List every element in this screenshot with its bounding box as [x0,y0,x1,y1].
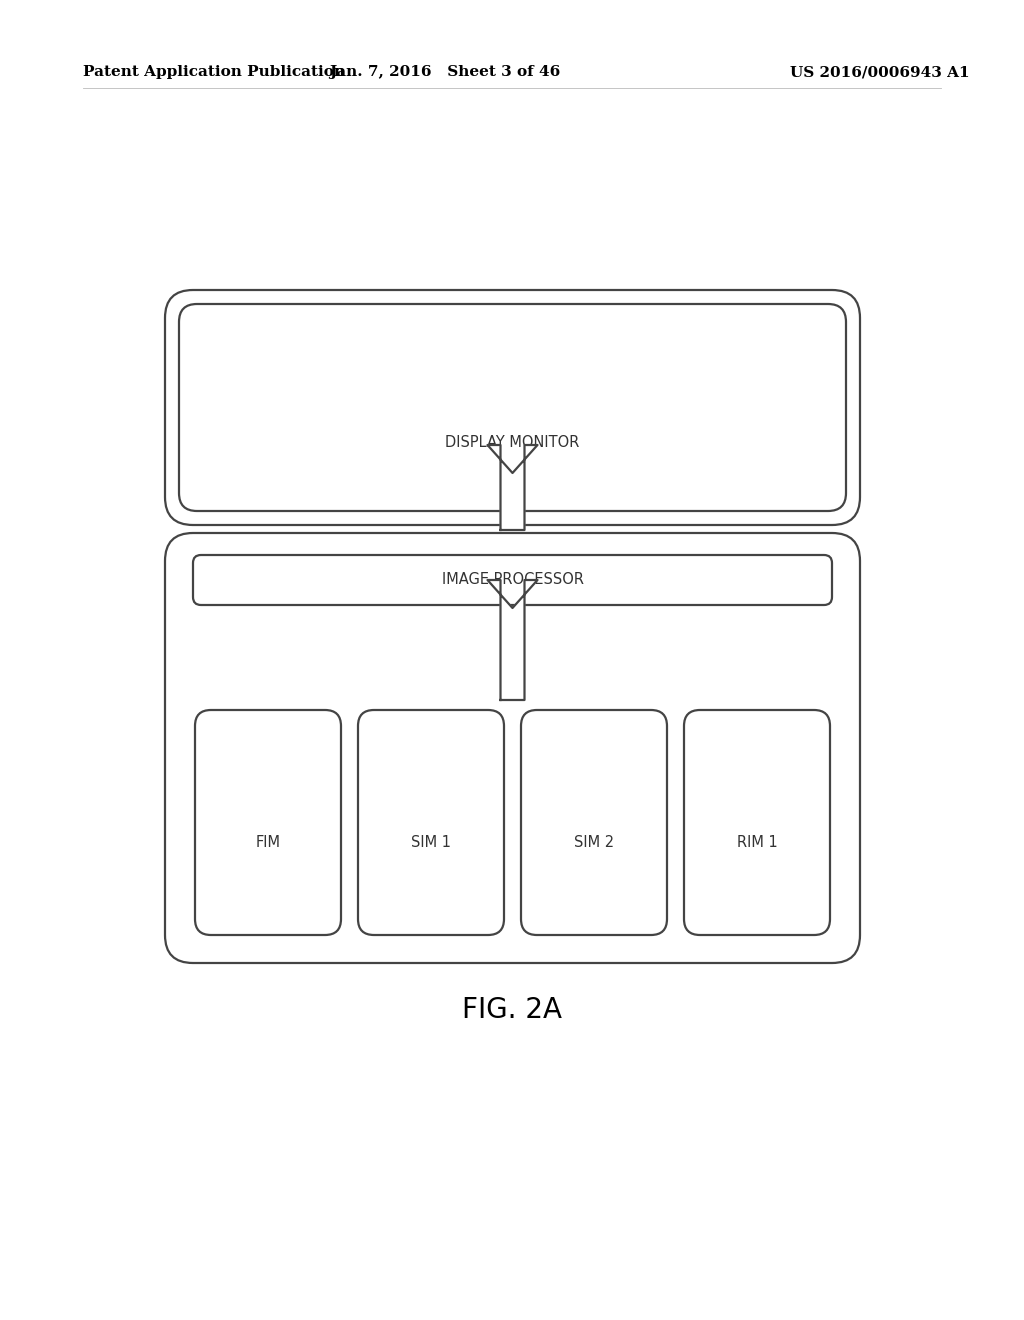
Text: IMAGE PROCESSOR: IMAGE PROCESSOR [441,573,584,587]
FancyBboxPatch shape [358,710,504,935]
Text: FIG. 2A: FIG. 2A [462,997,562,1024]
Text: Patent Application Publication: Patent Application Publication [83,65,345,79]
Text: RIM 1: RIM 1 [736,836,777,850]
Text: DISPLAY MONITOR: DISPLAY MONITOR [445,436,580,450]
Polygon shape [487,445,538,531]
FancyBboxPatch shape [165,290,860,525]
Text: FIM: FIM [256,836,281,850]
FancyBboxPatch shape [193,554,831,605]
FancyBboxPatch shape [179,304,846,511]
Text: Jan. 7, 2016   Sheet 3 of 46: Jan. 7, 2016 Sheet 3 of 46 [330,65,560,79]
Text: SIM 2: SIM 2 [573,836,614,850]
FancyBboxPatch shape [165,533,860,964]
Text: SIM 1: SIM 1 [411,836,451,850]
Text: US 2016/0006943 A1: US 2016/0006943 A1 [790,65,970,79]
FancyBboxPatch shape [521,710,667,935]
Polygon shape [487,579,538,700]
FancyBboxPatch shape [684,710,830,935]
FancyBboxPatch shape [195,710,341,935]
